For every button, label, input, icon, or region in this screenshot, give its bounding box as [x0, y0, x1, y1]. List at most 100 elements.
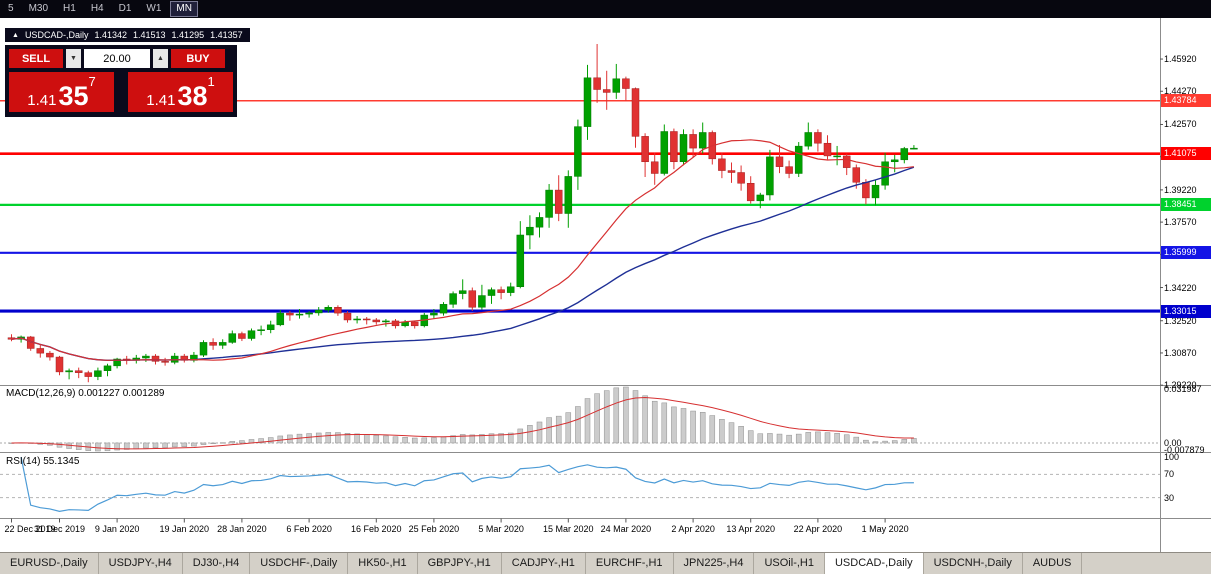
date-axis-label: 13 Apr 2020 — [726, 524, 775, 534]
rsi-axis-label: 30 — [1164, 492, 1175, 503]
candle-body — [276, 312, 285, 326]
timeframe-button-h1[interactable]: H1 — [63, 3, 76, 14]
macd-histogram-bar — [306, 433, 312, 444]
candle-body — [766, 156, 774, 196]
macd-histogram-bar — [555, 415, 562, 444]
date-axis-label: 1 May 2020 — [861, 524, 909, 534]
price-axis-label: 1.42570 — [1164, 119, 1197, 130]
candle-body — [881, 161, 889, 186]
buy-button[interactable]: BUY — [171, 49, 225, 68]
candle-body — [900, 148, 909, 161]
candle-body — [593, 77, 601, 90]
chart-tab-usdcad[interactable]: USDCAD-,Daily — [824, 553, 924, 574]
macd-histogram-bar — [824, 432, 831, 444]
candle-body — [286, 312, 294, 316]
candle-body — [497, 289, 505, 293]
candle-body — [545, 189, 553, 218]
macd-histogram-bar — [383, 435, 389, 444]
candle-body — [228, 333, 237, 343]
volume-decrease-icon[interactable]: ▼ — [66, 49, 81, 68]
sell-button[interactable]: SELL — [9, 49, 63, 68]
candle-body — [266, 324, 275, 330]
volume-input[interactable] — [84, 49, 150, 68]
macd-histogram-bar — [565, 412, 572, 444]
price-level-badge: 1.38451 — [1161, 198, 1211, 212]
candle-body — [257, 329, 265, 331]
chart-tab-eurchf[interactable]: EURCHF-,H1 — [585, 553, 674, 574]
buy-price-pips: 38 — [177, 81, 208, 111]
macd-histogram-bar — [642, 395, 648, 444]
sell-price-button[interactable]: 1.41 35 7 — [9, 72, 114, 112]
macd-histogram-bar — [901, 439, 908, 444]
chart-tab-dj30[interactable]: DJ30-,H4 — [182, 553, 251, 574]
buy-price-button[interactable]: 1.41 38 1 — [128, 72, 233, 112]
one-click-trade-panel: SELL ▼ ▲ BUY 1.41 35 7 1.41 38 1 — [5, 45, 237, 117]
price-level-badge: 1.33015 — [1161, 304, 1211, 318]
candle-body — [574, 126, 582, 177]
macd-histogram-bar — [757, 433, 764, 444]
macd-histogram-bar — [623, 386, 629, 444]
quote-low: 1.41295 — [171, 30, 205, 40]
macd-histogram-bar — [219, 442, 226, 444]
candle-body — [631, 88, 640, 137]
date-axis-label: 28 Jan 2020 — [217, 524, 267, 534]
candle-body — [756, 194, 765, 202]
price-axis-label: 1.39220 — [1164, 184, 1197, 195]
macd-histogram-bar — [546, 417, 552, 444]
macd-histogram-bar — [191, 442, 197, 447]
macd-histogram-bar — [699, 412, 706, 444]
candle-body — [353, 318, 361, 321]
macd-histogram-bar — [527, 425, 533, 444]
candle-body — [842, 155, 851, 168]
candle-body — [814, 132, 822, 144]
chart-tab-usdcnh[interactable]: USDCNH-,Daily — [923, 553, 1023, 574]
candle-body — [622, 78, 630, 89]
macd-histogram-bar — [210, 442, 216, 444]
chart-tab-jpn225[interactable]: JPN225-,H4 — [673, 553, 755, 574]
timeframe-button-w1[interactable]: W1 — [146, 3, 162, 14]
macd-histogram-bar — [325, 432, 332, 444]
timeframe-button-5[interactable]: 5 — [8, 3, 14, 14]
candle-body — [458, 290, 467, 294]
date-axis-label: 2 Apr 2020 — [671, 524, 715, 534]
chart-tab-hk50[interactable]: HK50-,H1 — [348, 553, 418, 574]
timeframe-button-d1[interactable]: D1 — [118, 3, 132, 14]
chart-tab-gbpjpy[interactable]: GBPJPY-,H1 — [417, 553, 502, 574]
timeframe-button-mn[interactable]: MN — [170, 1, 198, 17]
macd-histogram-bar — [690, 410, 696, 444]
date-axis-label: 25 Feb 2020 — [408, 524, 460, 534]
chart-tab-cadjpy[interactable]: CADJPY-,H1 — [501, 553, 586, 574]
chart-tab-eurusd[interactable]: EURUSD-,Daily — [0, 553, 99, 574]
macd-histogram-bar — [747, 430, 754, 444]
chart-tab-usoil[interactable]: USOil-,H1 — [754, 553, 825, 574]
chart-tab-usdjpy[interactable]: USDJPY-,H4 — [98, 553, 183, 574]
candle-body — [823, 142, 832, 157]
timeframe-button-h4[interactable]: H4 — [90, 3, 104, 14]
candle-body — [564, 176, 573, 214]
sell-price-pips: 35 — [58, 81, 89, 111]
chart-tab-audus[interactable]: AUDUS — [1022, 553, 1083, 574]
macd-histogram-bar — [421, 437, 428, 444]
macd-header: MACD(12,26,9) 0.001227 0.001289 — [6, 388, 165, 399]
candle-body — [478, 295, 486, 308]
chart-area[interactable]: ▲ USDCAD-,Daily 1.41342 1.41513 1.41295 … — [0, 18, 1211, 553]
price-chart[interactable] — [0, 18, 1211, 553]
macd-histogram-bar — [680, 408, 687, 444]
candle-body — [852, 167, 861, 183]
macd-histogram-bar — [661, 402, 668, 444]
macd-histogram-bar — [171, 442, 178, 448]
price-level-badge: 1.43784 — [1161, 94, 1211, 108]
chart-tab-usdchf[interactable]: USDCHF-,Daily — [250, 553, 349, 574]
candle-body — [84, 372, 93, 377]
macd-histogram-bar — [805, 432, 812, 444]
macd-histogram-bar — [776, 433, 783, 444]
trade-panel-prices: 1.41 35 7 1.41 38 1 — [9, 72, 233, 112]
price-axis-label: 1.30870 — [1164, 347, 1197, 358]
macd-histogram-bar — [335, 432, 341, 444]
candle-body — [449, 293, 457, 305]
volume-increase-icon[interactable]: ▲ — [153, 49, 168, 68]
price-level-badge: 1.35999 — [1161, 246, 1211, 260]
candle-body — [295, 313, 304, 316]
timeframe-button-m30[interactable]: M30 — [28, 3, 49, 14]
candle-body — [218, 342, 227, 346]
